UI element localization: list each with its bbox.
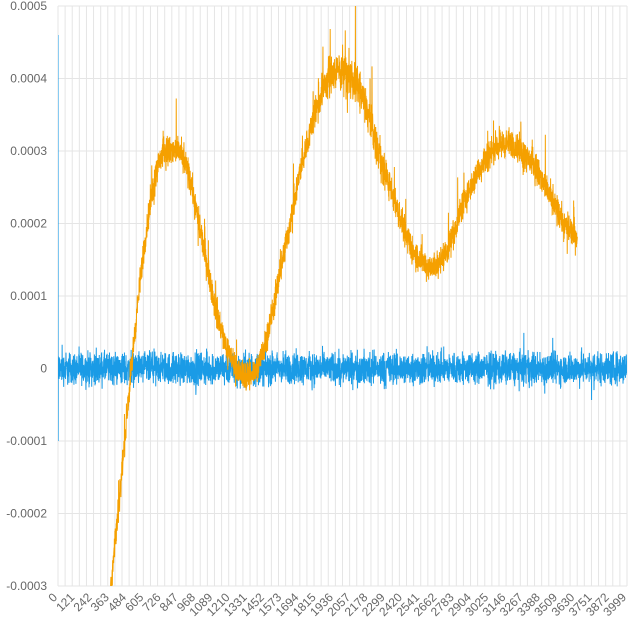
y-tick-label: -0.0001 bbox=[6, 434, 47, 448]
y-tick-label: 0.0005 bbox=[10, 0, 47, 13]
y-tick-label: 0 bbox=[40, 362, 47, 376]
grid-layer bbox=[57, 5, 628, 587]
y-tick-label: 0.0004 bbox=[10, 72, 47, 86]
y-tick-label: 0.0003 bbox=[10, 144, 47, 158]
y-tick-label: 0.0001 bbox=[10, 289, 47, 303]
series-layer bbox=[58, 6, 627, 586]
series-orange-line bbox=[110, 6, 578, 586]
y-tick-label: -0.0003 bbox=[6, 579, 47, 593]
series-blue-line bbox=[58, 34, 627, 442]
y-tick-label: 0.0002 bbox=[10, 217, 47, 231]
y-tick-label: -0.0002 bbox=[6, 507, 47, 521]
